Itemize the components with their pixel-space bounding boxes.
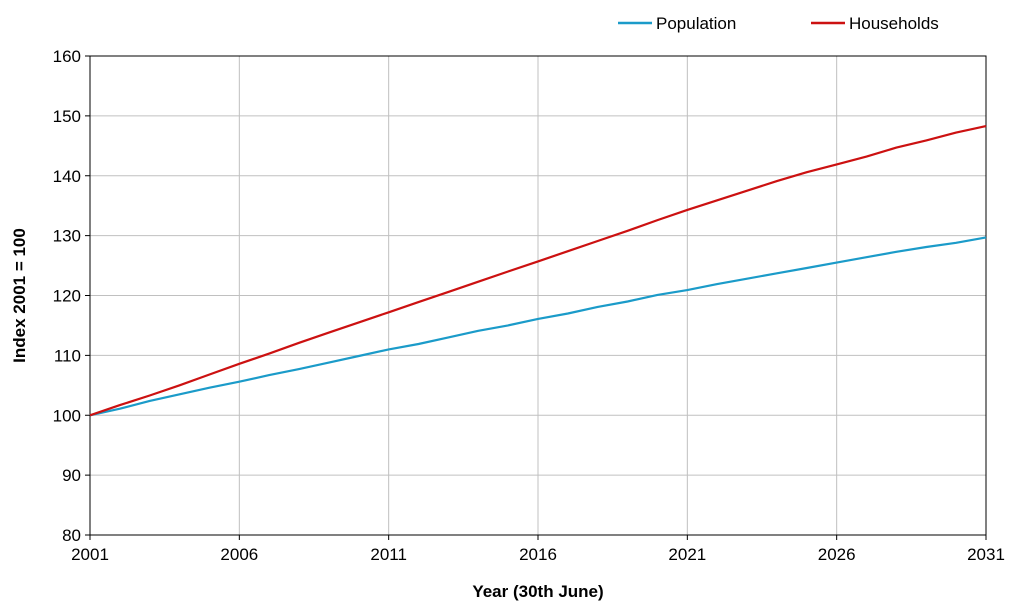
gridlines — [89, 55, 987, 536]
x-tick-label: 2001 — [71, 545, 109, 564]
series-lines — [89, 125, 987, 417]
x-axis-title: Year (30th June) — [472, 582, 603, 601]
legend-label: Households — [849, 14, 939, 33]
y-tick-label: 100 — [53, 406, 81, 425]
series-line-population — [89, 236, 987, 417]
y-tick-label: 140 — [53, 167, 81, 186]
x-axis: 2001 2006 2011 2016 2021 2026 2031 — [71, 535, 1005, 564]
x-tick-label: 2026 — [818, 545, 856, 564]
y-tick-label: 150 — [53, 107, 81, 126]
x-tick-label: 2011 — [370, 545, 407, 564]
y-tick-label: 120 — [53, 287, 81, 306]
y-axis: 80 90 100 110 120 130 140 150 160 — [53, 47, 90, 545]
y-tick-label: 110 — [54, 346, 81, 365]
y-tick-label: 160 — [53, 47, 81, 66]
y-tick-label: 90 — [62, 466, 81, 485]
y-tick-label: 130 — [53, 227, 81, 246]
y-axis-title: Index 2001 = 100 — [10, 228, 29, 363]
y-tick-label: 80 — [62, 526, 81, 545]
x-tick-label: 2021 — [668, 545, 706, 564]
legend-item-population: Population — [618, 14, 736, 33]
legend-label: Population — [656, 14, 736, 33]
x-tick-label: 2016 — [519, 545, 557, 564]
legend-item-households: Households — [811, 14, 939, 33]
x-tick-label: 2006 — [220, 545, 258, 564]
x-tick-label: 2031 — [967, 545, 1005, 564]
legend: Population Households — [618, 14, 939, 33]
series-line-households — [89, 125, 987, 417]
